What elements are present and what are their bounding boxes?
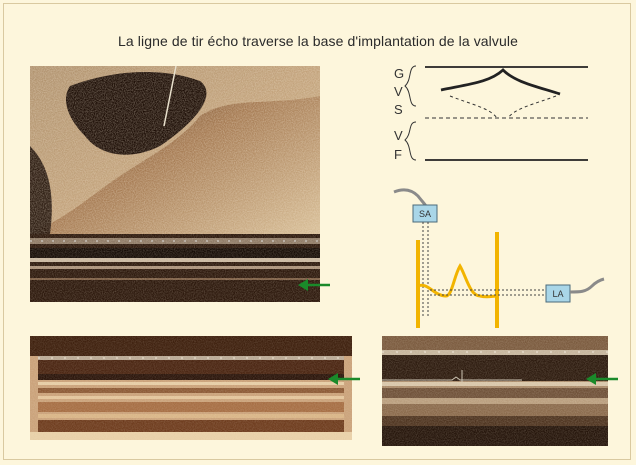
echo-mmode-right — [382, 336, 608, 446]
cable-sa — [393, 188, 428, 207]
probe-box-sa — [412, 204, 438, 223]
echo-2d-image — [30, 66, 320, 302]
layer-label-s: S — [394, 102, 403, 117]
layer-label-g: G — [394, 66, 404, 81]
layer-label-f: F — [394, 147, 402, 162]
layer-label-v-lower: V — [394, 128, 403, 143]
echo-mmode-left — [30, 336, 352, 440]
arrow-icon — [328, 373, 360, 385]
valve-layer-diagram: G V S V F — [394, 65, 588, 162]
brace-upper — [404, 65, 417, 107]
figure-frame — [3, 3, 631, 460]
doppler-trace — [417, 263, 498, 299]
probe-label-sa: SA — [419, 209, 431, 219]
figure-title: La ligne de tir écho traverse la base d'… — [118, 33, 518, 49]
cable-la — [569, 277, 605, 294]
valve-leaflet-curve — [440, 68, 561, 96]
arrow-icon — [586, 373, 618, 385]
leaflet-dashed-left — [449, 95, 498, 119]
layer-label-v-upper: V — [394, 84, 403, 99]
echo-beam-line — [163, 66, 177, 127]
probe-schematic: SA LA — [393, 188, 605, 328]
probe-label-la: LA — [552, 289, 563, 299]
arrow-icon — [298, 279, 330, 291]
brace-lower — [404, 121, 417, 161]
leaflet-dashed-right — [507, 95, 557, 119]
